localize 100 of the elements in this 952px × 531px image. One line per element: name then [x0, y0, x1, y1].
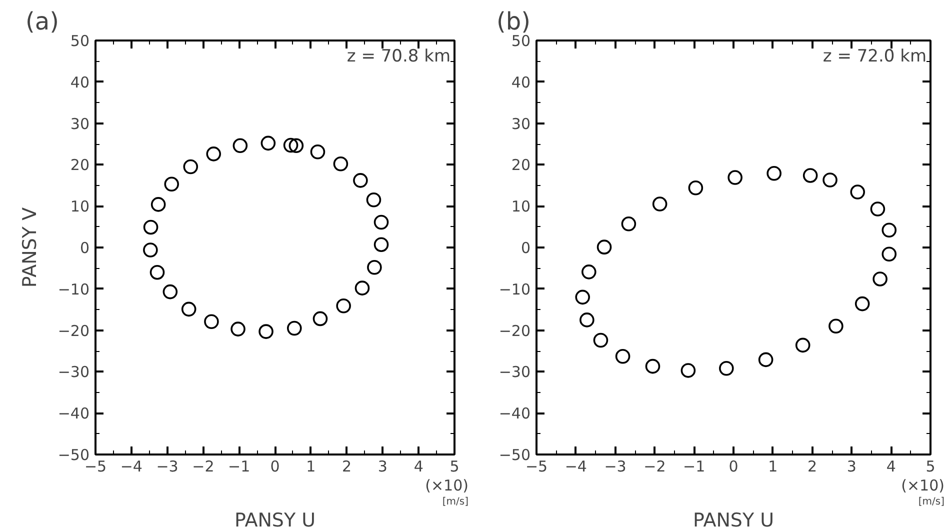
point — [283, 138, 298, 153]
x-tick-label: −1 — [228, 458, 250, 476]
point — [582, 264, 596, 280]
y-tick-label: 10 — [70, 198, 90, 216]
point — [882, 246, 897, 262]
x-tick-label: −4 — [120, 458, 142, 476]
text: (×10) — [901, 476, 944, 494]
point — [367, 260, 382, 275]
y-tick-label: 30 — [511, 114, 531, 133]
x-tick-label: 0 — [270, 458, 280, 476]
point — [374, 214, 389, 230]
y-tick-label: −10 — [58, 280, 90, 298]
text: [m/s] — [918, 496, 945, 508]
y-tick-label: −50 — [58, 446, 90, 464]
point — [854, 296, 870, 312]
point — [374, 237, 389, 252]
y-tick-label: −30 — [58, 363, 90, 382]
point — [822, 172, 838, 188]
annotation: z = 72.0 km — [822, 46, 927, 66]
point — [288, 138, 304, 154]
point — [336, 298, 351, 314]
point — [596, 240, 612, 254]
point — [260, 136, 276, 151]
x-tick-label: 2 — [808, 458, 818, 476]
x-axis-title: PANSY U — [692, 510, 774, 531]
point — [143, 220, 158, 235]
y-axis-title: PANSY V — [18, 207, 41, 288]
y-tick-label: −10 — [498, 280, 530, 298]
y-tick-label: 20 — [511, 156, 531, 174]
point — [850, 184, 866, 200]
point — [164, 176, 180, 192]
point — [575, 290, 590, 305]
x-tick-label: −1 — [683, 458, 706, 476]
y-tick-label: −40 — [58, 404, 90, 423]
point — [802, 168, 818, 183]
x-tick-label: 4 — [886, 458, 896, 476]
x-tick-label: 5 — [926, 458, 936, 476]
x-tick-label: −2 — [644, 458, 666, 476]
point — [181, 302, 196, 317]
point — [688, 180, 704, 196]
point — [162, 284, 178, 300]
y-tick-label: 20 — [70, 156, 90, 174]
point — [286, 320, 302, 336]
point — [150, 264, 165, 280]
y-tick-label: 40 — [511, 73, 531, 92]
point — [310, 144, 326, 160]
annotation: z = 70.8 km — [346, 46, 451, 66]
x-tick-label: 1 — [768, 458, 778, 476]
x-tick-label: 2 — [342, 458, 352, 476]
x-tick-label: 3 — [846, 458, 856, 476]
point — [728, 170, 742, 185]
point — [354, 280, 370, 296]
point — [828, 318, 844, 334]
y-tick-label: −20 — [58, 322, 90, 340]
point — [872, 272, 888, 286]
y-tick-label: 50 — [70, 32, 90, 50]
point — [621, 216, 636, 232]
y-tick-label: 0 — [520, 239, 531, 257]
y-tick-label: −50 — [498, 446, 530, 464]
point — [150, 197, 166, 212]
point — [183, 159, 198, 174]
point — [870, 202, 886, 216]
x-tick-label: 1 — [306, 458, 316, 476]
point — [353, 173, 368, 188]
point — [204, 314, 219, 329]
x-tick-label: −3 — [156, 458, 178, 476]
text: [m/s] — [442, 496, 469, 508]
point — [766, 166, 782, 181]
point — [230, 322, 246, 336]
x-tick-label: −3 — [604, 458, 626, 476]
point — [366, 192, 382, 208]
x-tick-label: 3 — [378, 458, 388, 476]
y-tick-label: −20 — [498, 322, 530, 340]
point — [232, 138, 248, 154]
point — [593, 332, 608, 348]
point — [758, 352, 774, 368]
x-tick-label: 0 — [728, 458, 738, 476]
point — [882, 222, 897, 238]
y-tick-label: 40 — [70, 73, 90, 92]
chart-title: (a) — [26, 8, 59, 36]
point — [652, 196, 668, 212]
y-tick-label: −40 — [498, 404, 530, 423]
point — [615, 348, 630, 364]
point — [580, 312, 594, 328]
point — [143, 242, 158, 258]
x-tick-label: 5 — [450, 458, 460, 476]
point — [206, 146, 222, 162]
y-tick-label: 30 — [70, 114, 90, 133]
x-tick-label: −2 — [192, 458, 214, 476]
x-axis-title: PANSY U — [234, 510, 316, 531]
y-tick-label: 0 — [80, 239, 90, 257]
point — [680, 363, 696, 378]
x-tick-label: −4 — [564, 458, 587, 476]
text: (×10) — [425, 476, 468, 494]
point — [258, 324, 274, 339]
point — [645, 358, 660, 374]
y-tick-label: 10 — [511, 198, 531, 216]
point — [719, 361, 734, 376]
x-tick-label: 4 — [414, 458, 424, 476]
point — [312, 311, 328, 326]
